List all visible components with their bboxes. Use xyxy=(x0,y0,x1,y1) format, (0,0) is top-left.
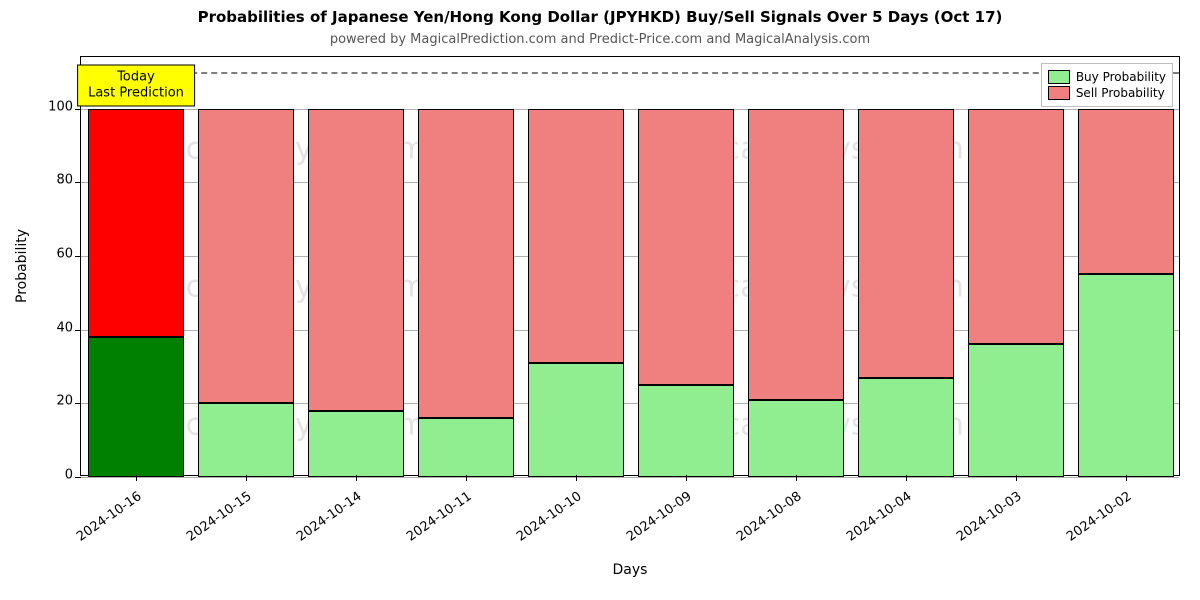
buy-bar xyxy=(308,411,405,477)
xtick-label: 2024-10-09 xyxy=(624,489,695,545)
xtick-mark xyxy=(906,475,907,481)
xtick-mark xyxy=(576,475,577,481)
figure: Probabilities of Japanese Yen/Hong Kong … xyxy=(0,0,1200,600)
buy-bar xyxy=(88,337,185,477)
xtick-mark xyxy=(356,475,357,481)
plot-area: MagicalAnalysis.comMagicalAnalysis.comMa… xyxy=(80,56,1180,476)
sell-bar xyxy=(968,109,1065,345)
xtick-label: 2024-10-15 xyxy=(184,489,255,545)
sell-bar xyxy=(748,109,845,400)
today-annotation: TodayLast Prediction xyxy=(77,64,195,107)
xtick-mark xyxy=(1016,475,1017,481)
legend-label: Sell Probability xyxy=(1076,86,1165,100)
buy-bar xyxy=(528,363,625,477)
legend: Buy Probability Sell Probability xyxy=(1041,63,1173,107)
xtick-label: 2024-10-16 xyxy=(74,489,145,545)
ytick-mark xyxy=(75,403,81,404)
ytick-label: 20 xyxy=(56,394,73,409)
legend-swatch xyxy=(1048,86,1070,100)
xtick-label: 2024-10-11 xyxy=(404,489,475,545)
ytick-mark xyxy=(75,477,81,478)
xtick-mark xyxy=(1126,475,1127,481)
buy-bar xyxy=(418,418,515,477)
legend-item-sell: Sell Probability xyxy=(1048,86,1166,100)
ytick-label: 60 xyxy=(56,246,73,261)
xtick-mark xyxy=(796,475,797,481)
legend-item-buy: Buy Probability xyxy=(1048,70,1166,84)
xtick-mark xyxy=(246,475,247,481)
ytick-mark xyxy=(75,182,81,183)
xtick-mark xyxy=(686,475,687,481)
ytick-label: 0 xyxy=(65,468,73,483)
chart-subtitle: powered by MagicalPrediction.com and Pre… xyxy=(0,32,1200,47)
buy-bar xyxy=(858,378,955,477)
buy-bar xyxy=(968,344,1065,477)
ytick-mark xyxy=(75,109,81,110)
x-axis-label: Days xyxy=(613,562,648,578)
xtick-label: 2024-10-08 xyxy=(734,489,805,545)
xtick-label: 2024-10-04 xyxy=(844,489,915,545)
chart-title: Probabilities of Japanese Yen/Hong Kong … xyxy=(0,8,1200,26)
xtick-mark xyxy=(136,475,137,481)
legend-swatch xyxy=(1048,70,1070,84)
buy-bar xyxy=(1078,274,1175,477)
buy-bar xyxy=(198,403,295,477)
sell-bar xyxy=(418,109,515,418)
xtick-label: 2024-10-02 xyxy=(1064,489,1135,545)
sell-bar xyxy=(308,109,405,411)
sell-bar xyxy=(1078,109,1175,275)
legend-label: Buy Probability xyxy=(1076,70,1166,84)
annotation-line1: Today xyxy=(88,69,184,85)
buy-bar xyxy=(748,400,845,477)
ytick-label: 80 xyxy=(56,173,73,188)
ytick-mark xyxy=(75,330,81,331)
sell-bar xyxy=(858,109,955,378)
xtick-label: 2024-10-14 xyxy=(294,489,365,545)
ytick-label: 40 xyxy=(56,320,73,335)
xtick-label: 2024-10-10 xyxy=(514,489,585,545)
xtick-mark xyxy=(466,475,467,481)
annotation-line2: Last Prediction xyxy=(88,85,184,101)
sell-bar xyxy=(528,109,625,363)
buy-bar xyxy=(638,385,735,477)
sell-bar xyxy=(198,109,295,404)
sell-bar xyxy=(88,109,185,337)
sell-bar xyxy=(638,109,735,385)
y-axis-label: Probability xyxy=(14,229,30,303)
ytick-mark xyxy=(75,256,81,257)
ytick-label: 100 xyxy=(48,99,73,114)
reference-line xyxy=(81,72,1179,74)
xtick-label: 2024-10-03 xyxy=(954,489,1025,545)
